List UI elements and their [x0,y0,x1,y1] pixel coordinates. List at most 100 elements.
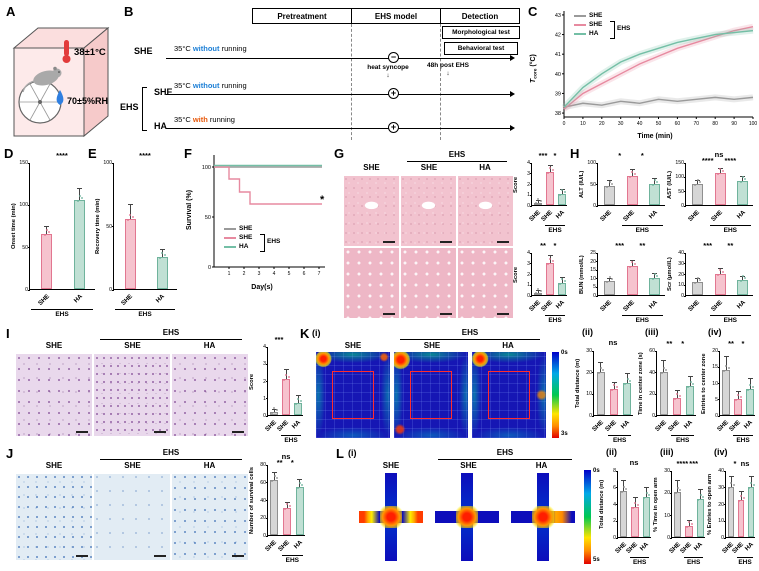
bc-bar [74,200,85,289]
time-colorbar [552,352,559,438]
bc-ehs: EHS [709,225,751,235]
c-legend: SHE SHE HA EHS [574,11,630,39]
f-legend: SHE SHE HA EHS [224,224,280,252]
bc-bar [270,479,279,535]
c-xlabel: Time (min) [637,133,673,140]
bc-dot [679,489,682,492]
bc-dot [286,503,289,506]
panel-letter-g: G [334,146,345,161]
bc-ytk [28,289,30,291]
bc-dot [539,289,542,292]
l-sub-iii: (iii) [660,447,674,457]
bc-yt: 150 [675,160,684,166]
bc-cap [621,479,627,481]
bc-ytk [530,274,532,275]
bc-dot [624,382,627,385]
bc-ytk [266,398,268,400]
bc-ytk [616,537,618,539]
bc-bar [674,492,682,537]
legend-item: SHE [574,20,620,29]
ehs-label: EHS [162,328,180,337]
bc-err [623,480,625,491]
bc-ehs: EHS [709,315,751,325]
bc-yt: 0 [527,203,530,209]
bc-dot [131,216,134,219]
time-colorbar [584,470,591,564]
bc-yt: 30 [586,348,592,354]
bc-sig: ns [629,458,639,467]
bc-err [654,179,656,184]
bc-ytk [684,263,686,265]
bc-dot [45,228,48,231]
bc-err [742,276,744,280]
bc-cap [559,276,565,278]
bc-cap [606,277,612,279]
mouse-body [33,70,59,86]
bc-dot [537,287,540,290]
legend-label: SHE [239,234,253,241]
bc-bar [282,378,290,415]
group-label-she: SHE [420,163,438,172]
bc-dot [597,371,600,374]
entries-open-arm-chart: 0 10 20 30 40 SHE SHE HA * ns EHS% Entries to open… [707,458,758,568]
bc-bar [691,282,703,295]
bc-dot [651,183,654,186]
tick-label: 1 [228,271,231,277]
bc-bar [747,486,755,537]
tick-label: 42 [555,33,561,39]
bc-ytk [670,537,672,539]
bc-bar [722,369,730,415]
bc-xl: SHE [599,299,614,313]
bc-yt: 3 [263,361,266,368]
bc-dot [600,366,603,369]
center-zone-outline [488,370,530,420]
bc-bar [696,499,704,537]
bc-yt: 0 [715,413,718,419]
bc-yt: 100 [19,202,28,209]
bc-yt: 10 [664,512,670,519]
bc-cap [643,487,649,489]
scr-chart: 0 10 20 30 40 SHE SHE HA *** ** EHS Scr (μmol/L) [667,240,756,326]
bc-yt: 20 [712,348,718,354]
line-chart-svg: 38 39 40 41 42 43 0 10 20 30 40 50 60 70 80 90 100 [555,11,757,127]
bc-plot: 0 10 20 30 40 [718,468,755,541]
ehs-line [100,459,242,460]
liver-histology-ha [458,176,513,246]
group-label-she: SHE [382,461,400,470]
tick-label: 4 [273,271,276,277]
bc-yt: 8 [613,468,616,474]
bc-sig: *** [615,241,625,250]
behavioral-test-box: Behavioral test [444,42,518,55]
bc-sig: ** [727,241,734,250]
humidity-droplet-icon [56,90,64,105]
bc-yt: 40 [678,250,684,256]
ehs-group-header: EHS SHE HA [401,150,513,172]
bc-plot: 0 50 100 [103,160,177,293]
tick-label: 80 [712,121,718,127]
header-pretreatment: Pretreatment [252,8,352,24]
bc-dot [744,276,747,279]
minus-circle-icon: − [388,52,399,63]
bc-ehs: EHS [281,435,301,445]
bc-dot [732,483,735,486]
bc-dot [629,175,631,178]
bc-dot [284,508,286,511]
bc-dot [656,274,659,277]
arrowhead-icon [510,55,515,61]
bc-dot [561,189,564,192]
bc-plot: 0 1 2 3 4 [263,344,303,419]
brain-histology-ha [172,354,248,436]
tick-label: 70 [694,121,700,127]
bc-yt: 20 [260,515,266,522]
bc-err [631,261,633,266]
bc-cap [77,188,82,190]
bc-ylab: % Time in open arm [653,477,659,532]
bc-dot [688,520,691,523]
bc-plot: 0 10 20 30 [664,468,705,541]
bc-bar [603,185,615,205]
tick-label: 40 [555,72,561,78]
bc-dot [561,278,564,281]
bc-sig: * [741,339,745,348]
ehs-label: EHS [162,448,180,457]
bc-yt: 1 [527,192,530,199]
